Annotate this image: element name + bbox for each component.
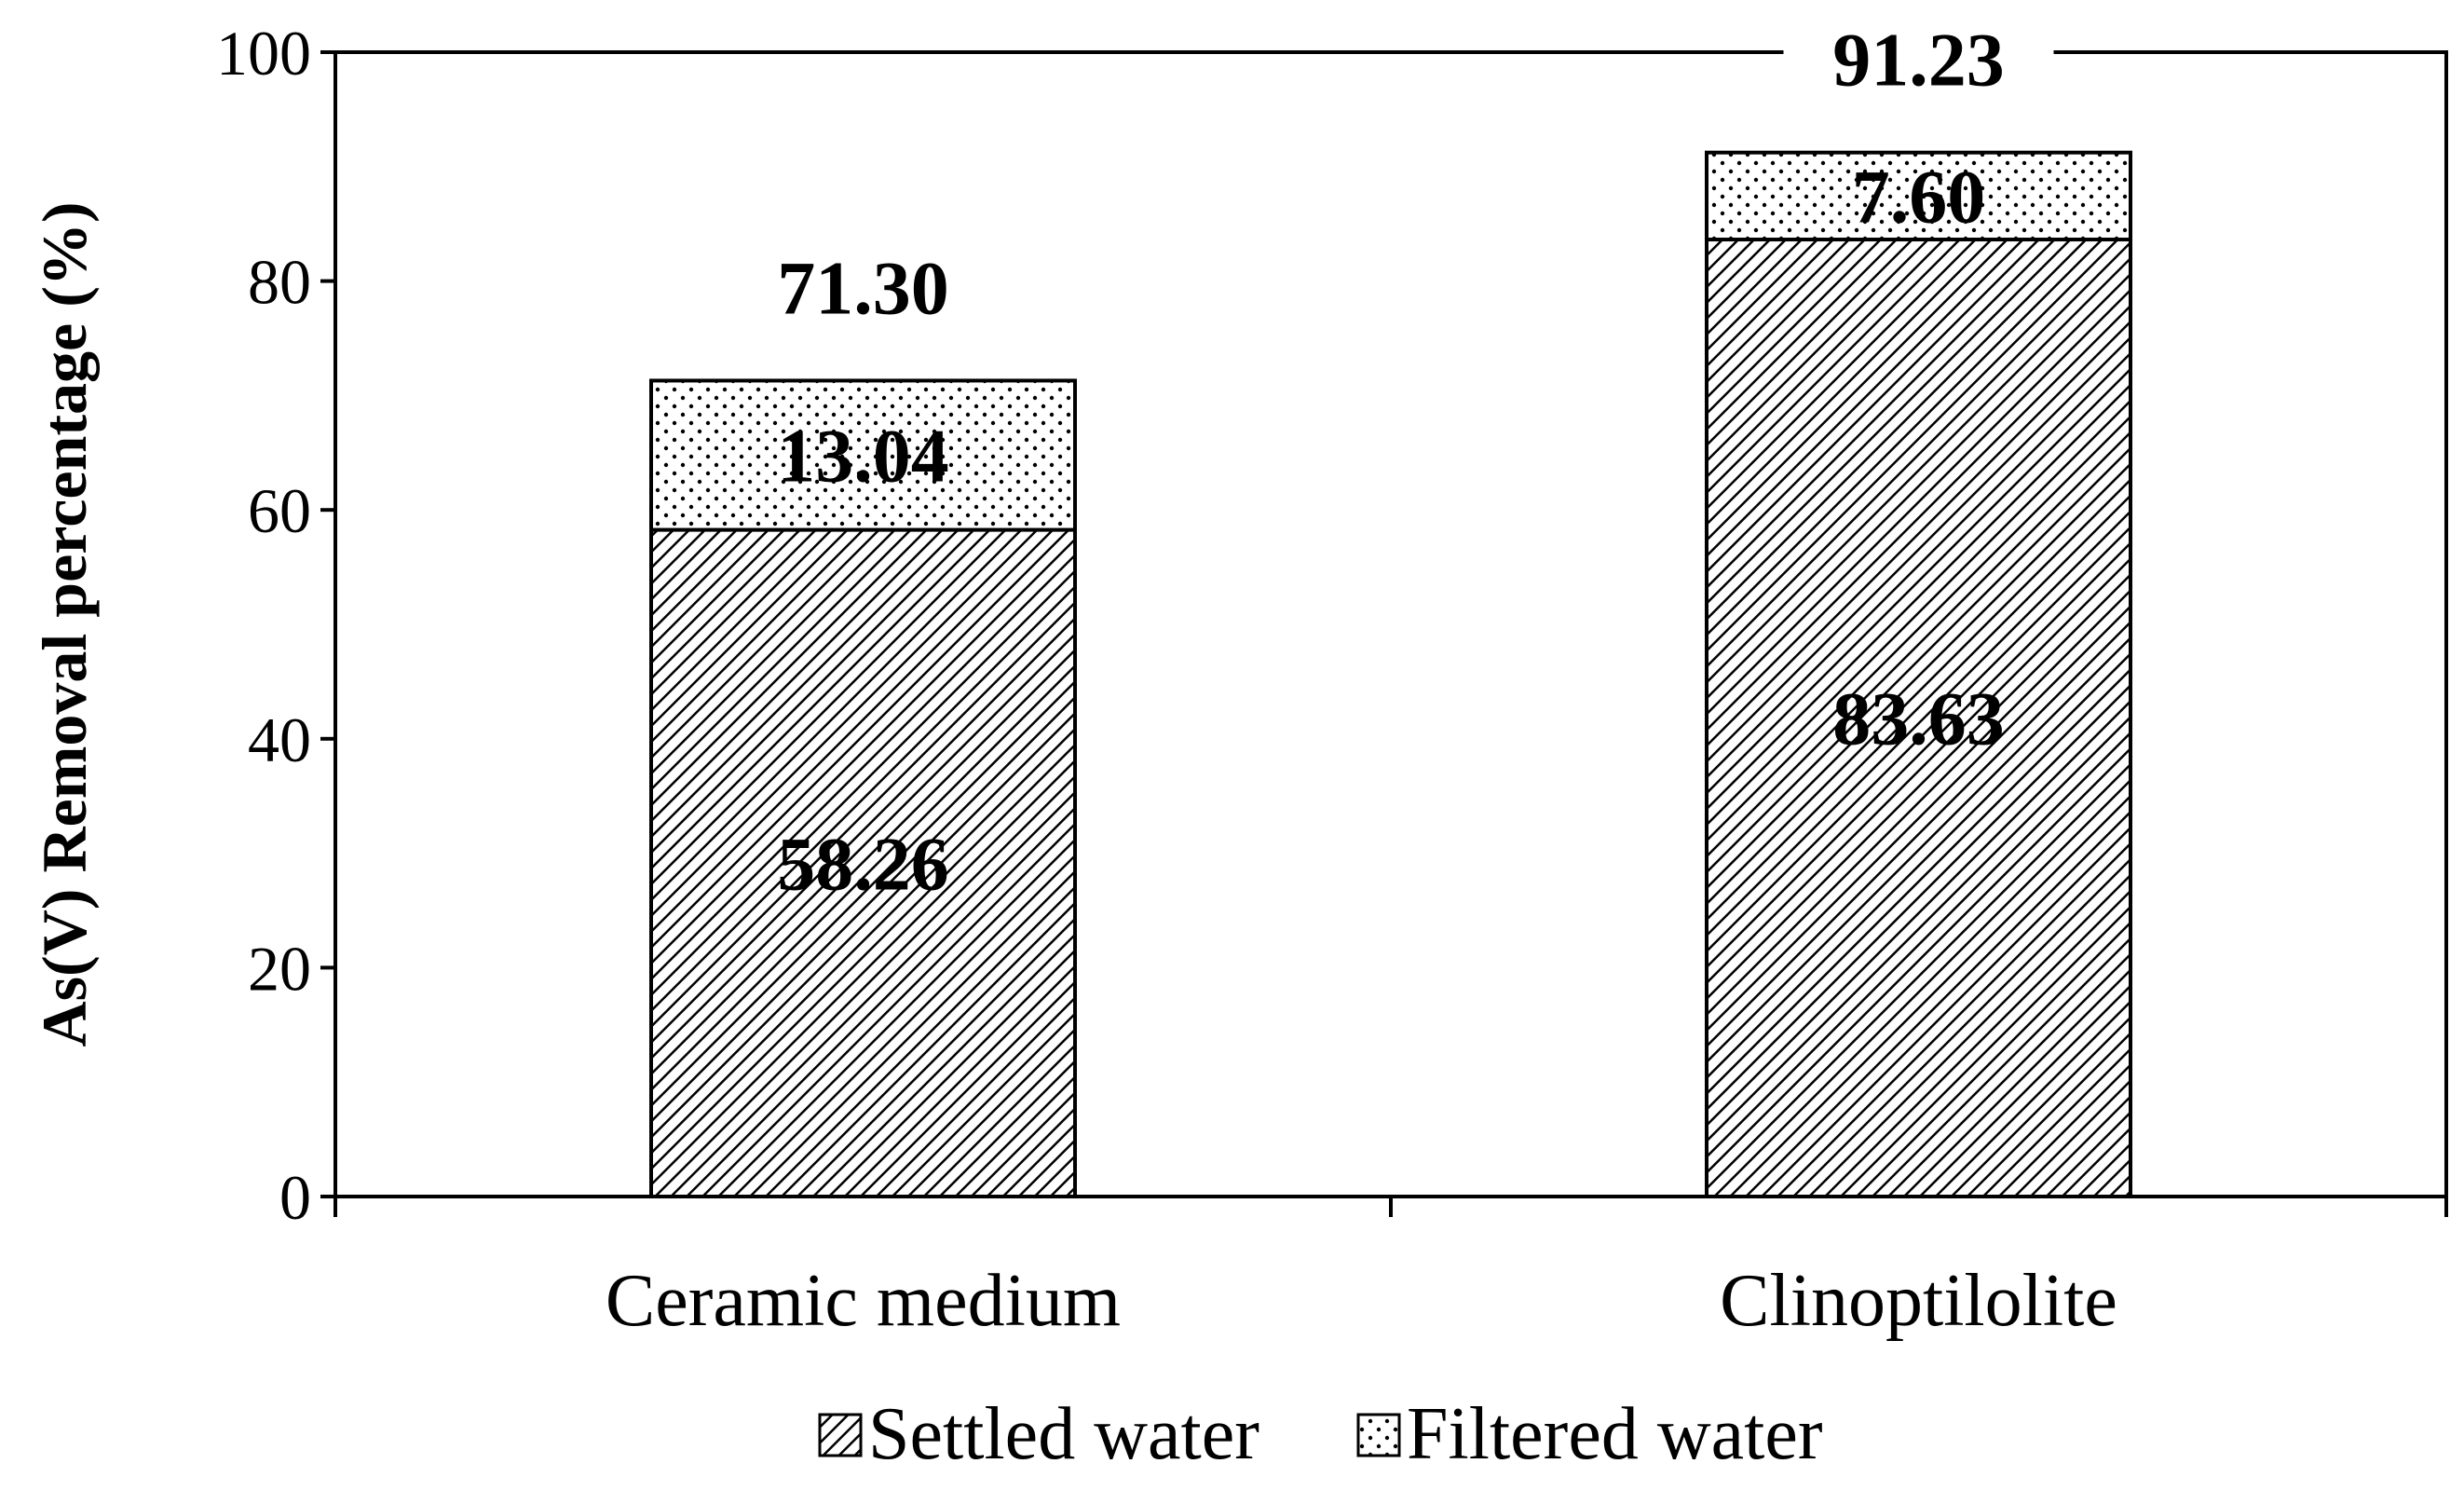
- bars-layer: [649, 150, 2132, 1199]
- y-tick-label: 80: [248, 247, 311, 318]
- y-tick-label: 100: [216, 18, 311, 89]
- total-label-background: [728, 252, 999, 333]
- total-label-ceramic-medium: 71.30: [777, 245, 949, 330]
- x-tick-label-clinoptilolite: Clinoptilolite: [1720, 1260, 2117, 1342]
- y-tick-label: 60: [248, 475, 311, 546]
- legend: Settled water Filtered water: [818, 1393, 1822, 1475]
- x-axis: Ceramic medium Clinoptilolite: [334, 1195, 2448, 1342]
- data-label-filtered-water-ceramic-medium: 13.04: [777, 414, 949, 499]
- x-tick-label-ceramic-medium: Ceramic medium: [606, 1260, 1121, 1342]
- data-labels-layer: 58.26 13.04 71.30 83.63 7.60 91.23: [728, 18, 2054, 906]
- total-label-clinoptilolite: 91.23: [1832, 18, 2005, 103]
- data-label-filtered-water-clinoptilolite: 7.60: [1852, 154, 1986, 239]
- bar-filtered-water-clinoptilolite: [1705, 150, 2132, 242]
- legend-label-settled-water: Settled water: [868, 1393, 1259, 1475]
- bar-settled-water-ceramic-medium: [649, 527, 1077, 1198]
- data-label-settled-water-clinoptilolite: 83.63: [1832, 677, 2005, 761]
- bar-filtered-water-ceramic-medium: [649, 378, 1077, 532]
- y-tick-label: 40: [248, 704, 311, 775]
- legend-label-filtered-water: Filtered water: [1407, 1393, 1822, 1475]
- y-tick-label: 20: [248, 933, 311, 1004]
- data-label-settled-water-ceramic-medium: 58.26: [777, 821, 949, 906]
- y-axis: 0 20 40 60 80 100: [216, 18, 337, 1233]
- bar-settled-water-clinoptilolite: [1705, 238, 2132, 1199]
- legend-swatch-filtered-water: [1356, 1413, 1401, 1457]
- legend-swatch-settled-water: [818, 1413, 863, 1457]
- y-tick-label: 0: [279, 1162, 311, 1233]
- y-axis-title: As(V) Removal percentage (%): [29, 201, 100, 1046]
- total-label-background: [1783, 23, 2054, 104]
